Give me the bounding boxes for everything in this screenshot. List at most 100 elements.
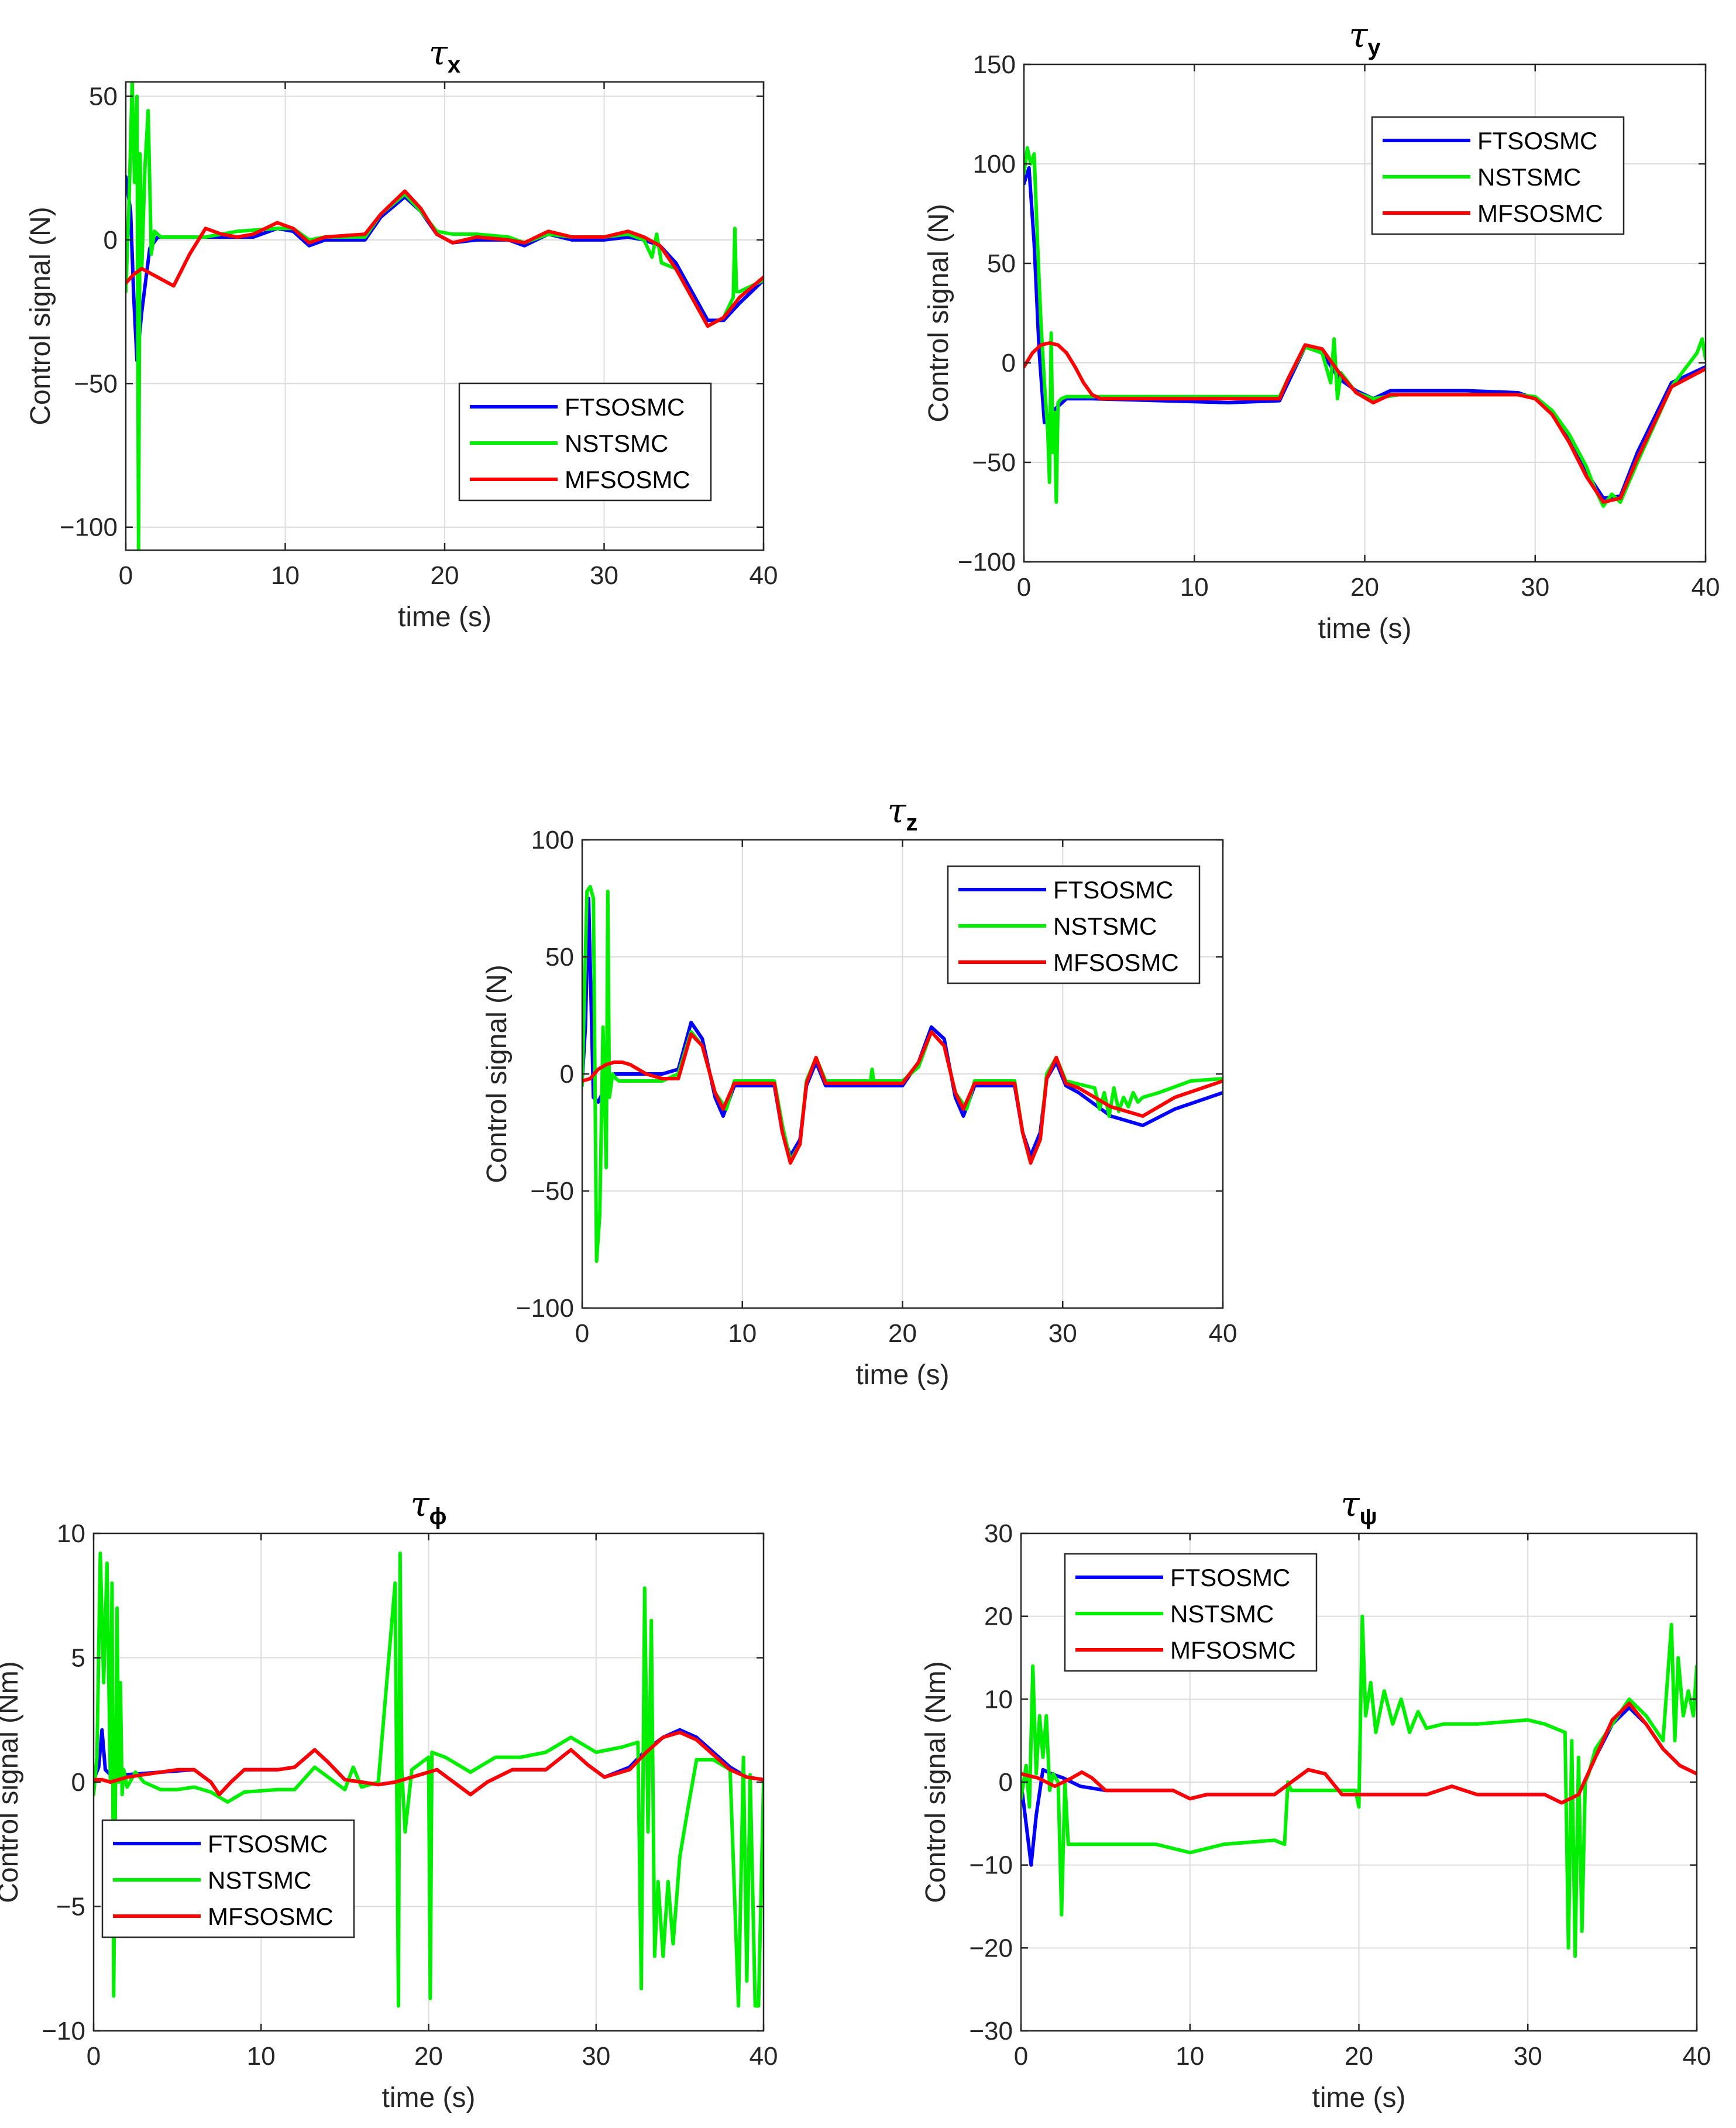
chart4-xtick-label: 20 (1345, 2042, 1373, 2071)
chart4-legend: FTSOSMC NSTSMC MFSOSMC (1064, 1553, 1318, 1672)
chart4-title: τψ (1340, 1484, 1377, 1529)
chart2-series-mfsosmc-line (582, 1030, 1223, 1165)
chart1-ytick-label: 0 (1002, 349, 1016, 377)
chart0-ytick-label: 0 (104, 226, 118, 255)
chart0-xtick-label: 40 (750, 561, 778, 590)
chart4-legend-label-ftsosmc: FTSOSMC (1170, 1564, 1290, 1591)
chart1-xtick-label: 0 (1017, 573, 1031, 602)
chart1-ytick-label: −50 (972, 448, 1016, 477)
chart1-legend-label-nstsmc: NSTSMC (1477, 163, 1581, 191)
chart3-ytick-label: −10 (42, 2017, 85, 2045)
chart3-ytick-label: 0 (71, 1768, 85, 1797)
chart4-ylabel: Control signal (Nm) (920, 1661, 951, 1903)
chart1-series-mfsosmc-line (1024, 341, 1706, 504)
chart0-xtick-label: 20 (431, 561, 459, 590)
chart2-title-subscript: z (906, 810, 918, 836)
chart0: 0 10 20 30 40 −100 −50 0 50 time (s) Control signa… (25, 33, 778, 633)
chart1-ylabel: Control signal (N) (923, 204, 954, 422)
chart3: 0 10 20 30 40 −10 −5 0 5 10 time (s) Control signal… (0, 1484, 778, 2113)
chart1: 0 10 20 30 40 −100 −50 0 50 100 150 time (s) Control… (923, 15, 1720, 644)
chart4-ytick-label: 10 (984, 1685, 1013, 1714)
chart0-ylabel: Control signal (N) (25, 207, 56, 425)
chart1-xtick-label: 20 (1350, 573, 1379, 602)
chart2-ytick-label: −50 (530, 1177, 574, 1206)
chart4-series-mfsosmc-line (1021, 1701, 1697, 1805)
chart2-legend: FTSOSMC NSTSMC MFSOSMC (947, 865, 1201, 984)
chart2-xlabel: time (s) (856, 1360, 950, 1391)
chart4-ytick-label: −10 (969, 1851, 1013, 1880)
chart4-title-symbol: τ (1340, 1484, 1360, 1524)
chart1-legend: FTSOSMC NSTSMC MFSOSMC (1371, 116, 1625, 235)
chart3-ytick-label: 10 (57, 1519, 85, 1548)
chart0-xtick-label: 30 (590, 561, 618, 590)
chart1-xtick-label: 40 (1692, 573, 1720, 602)
chart4-xtick-label: 30 (1514, 2042, 1542, 2071)
chart2-xtick-label: 0 (575, 1319, 589, 1348)
chart2: 0 10 20 30 40 −100 −50 0 50 100 time (s) Control si… (482, 791, 1237, 1391)
chart1-legend-label-mfsosmc: MFSOSMC (1477, 200, 1603, 227)
chart0-title-subscript: x (448, 52, 460, 78)
chart4-title-subscript: ψ (1359, 1504, 1377, 1529)
chart1-xtick-label: 30 (1521, 573, 1549, 602)
chart0-ytick-label: −100 (60, 513, 118, 542)
chart1-title-subscript: y (1367, 35, 1381, 60)
chart0-series-mfsosmc-line (126, 189, 764, 328)
chart0-xlabel: time (s) (398, 602, 491, 633)
chart4: 0 10 20 30 40 −30 −20 −10 0 10 20 30 time (s) Control… (920, 1484, 1711, 2113)
chart2-xtick-label: 20 (888, 1319, 917, 1348)
chart1-xlabel: time (s) (1318, 613, 1412, 644)
chart4-ytick-label: 30 (984, 1519, 1013, 1548)
chart2-legend-label-mfsosmc: MFSOSMC (1053, 949, 1179, 976)
chart3-xtick-label: 40 (750, 2042, 778, 2071)
chart4-series-nstsmc-line (1021, 1614, 1697, 1958)
chart0-legend-label-mfsosmc: MFSOSMC (565, 466, 690, 493)
chart3-title: τϕ (410, 1484, 446, 1529)
chart1-xtick-label: 10 (1180, 573, 1209, 602)
chart4-legend-label-mfsosmc: MFSOSMC (1170, 1636, 1296, 1664)
chart2-xtick-label: 30 (1049, 1319, 1077, 1348)
chart4-ytick-label: 20 (984, 1602, 1013, 1631)
chart3-legend-label-nstsmc: NSTSMC (208, 1866, 311, 1894)
chart3-xtick-label: 10 (247, 2042, 276, 2071)
chart2-ytick-label: 50 (545, 943, 574, 972)
chart3-legend: FTSOSMC NSTSMC MFSOSMC (101, 1819, 355, 1938)
chart3-series-nstsmc-line (94, 1552, 764, 2008)
chart2-title-symbol: τ (887, 791, 906, 830)
chart1-ytick-label: 100 (973, 150, 1016, 179)
chart4-ytick-label: −30 (969, 2017, 1013, 2045)
chart3-legend-label-mfsosmc: MFSOSMC (208, 1903, 334, 1930)
chart3-xlabel: time (s) (382, 2082, 476, 2113)
chart4-xtick-label: 40 (1683, 2042, 1711, 2071)
chart0-ytick-label: −50 (74, 369, 118, 398)
chart4-ytick-label: 0 (999, 1768, 1013, 1797)
chart3-legend-label-ftsosmc: FTSOSMC (208, 1830, 328, 1858)
chart1-ytick-label: 150 (973, 50, 1016, 79)
chart1-title: τy (1349, 15, 1381, 60)
chart2-ytick-label: −100 (516, 1294, 574, 1323)
chart3-ytick-label: −5 (56, 1893, 85, 1921)
chart0-xtick-label: 0 (119, 561, 133, 590)
chart3-xtick-label: 20 (414, 2042, 443, 2071)
chart3-ylabel: Control signal (Nm) (0, 1661, 24, 1903)
chart1-legend-label-ftsosmc: FTSOSMC (1477, 127, 1597, 155)
chart4-xlabel: time (s) (1312, 2082, 1406, 2113)
chart4-legend-label-nstsmc: NSTSMC (1170, 1600, 1274, 1628)
chart3-ytick-label: 5 (71, 1644, 85, 1673)
chart2-xtick-label: 40 (1209, 1319, 1237, 1348)
chart3-title-subscript: ϕ (429, 1504, 447, 1529)
chart0-xtick-label: 10 (271, 561, 300, 590)
chart2-ylabel: Control signal (N) (482, 965, 513, 1183)
chart1-ytick-label: 50 (987, 249, 1016, 278)
chart3-xtick-label: 0 (87, 2042, 101, 2071)
chart2-legend-label-nstsmc: NSTSMC (1053, 912, 1157, 940)
chart4-xtick-label: 0 (1014, 2042, 1028, 2071)
chart0-legend-label-nstsmc: NSTSMC (565, 430, 668, 457)
chart1-ytick-label: −100 (958, 548, 1016, 576)
chart0-title-symbol: τ (429, 33, 448, 73)
chart2-legend-label-ftsosmc: FTSOSMC (1053, 876, 1173, 904)
chart2-ytick-label: 100 (531, 826, 574, 854)
chart3-xtick-label: 30 (582, 2042, 610, 2071)
chart4-xtick-label: 10 (1175, 2042, 1204, 2071)
chart3-series-mfsosmc-line (94, 1731, 764, 1797)
chart2-ytick-label: 0 (560, 1060, 574, 1089)
